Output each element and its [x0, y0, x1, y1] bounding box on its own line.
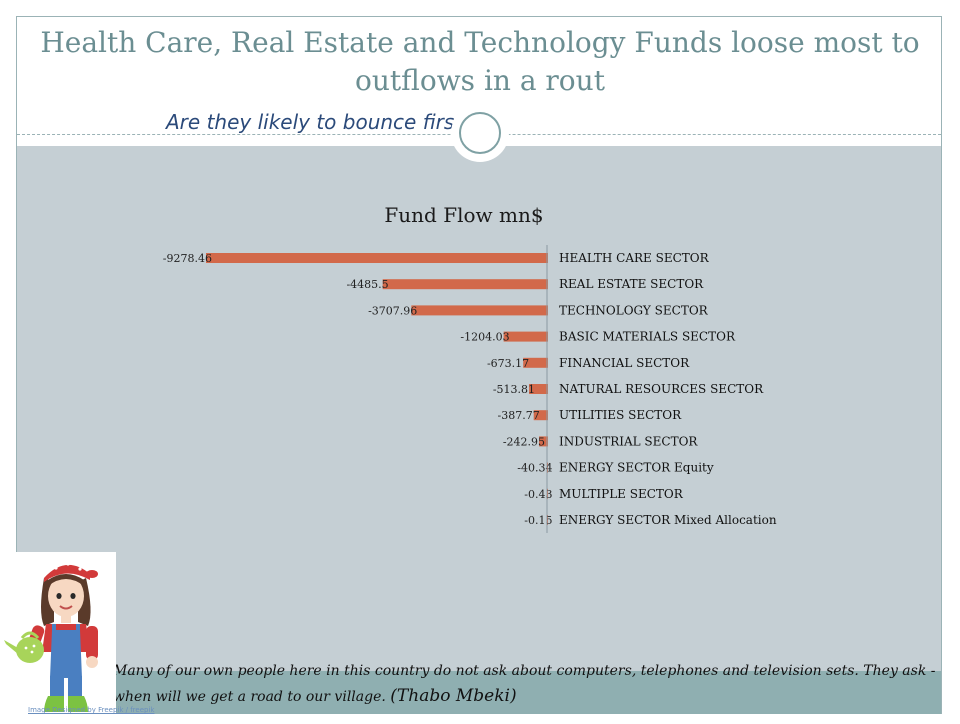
chart-bars: -9278.46 HEALTH CARE SECTOR -4485.5 REAL ES…: [163, 251, 777, 527]
bar-0: [206, 253, 548, 263]
data-label-1: -4485.5: [346, 278, 388, 291]
data-label-10: -0.15: [524, 514, 552, 527]
bar-6: [533, 410, 548, 421]
chart-title: Fund Flow mn$: [384, 203, 543, 227]
bar-5: [529, 384, 548, 394]
category-label-1: REAL ESTATE SECTOR: [559, 277, 704, 291]
quote: Many of our own people here in this coun…: [113, 659, 943, 710]
data-label-0: -9278.46: [163, 252, 212, 265]
decorative-ring: [459, 112, 501, 154]
gardener-illustration: [4, 562, 98, 712]
category-label-7: INDUSTRIAL SECTOR: [559, 434, 698, 448]
category-label-10: ENERGY SECTOR Mixed Allocation: [559, 513, 777, 527]
bar-4: [523, 357, 548, 368]
bar-3: [503, 331, 548, 342]
category-label-4: FINANCIAL SECTOR: [559, 356, 690, 370]
data-label-5: -513.81: [493, 383, 535, 396]
data-label-6: -387.77: [497, 409, 539, 422]
slide-title: Health Care, Real Estate and Technology …: [40, 26, 920, 97]
image-credit-link[interactable]: Image Designed by Freepik / freepik: [28, 706, 155, 714]
category-label-5: NATURAL RESOURCES SECTOR: [559, 382, 764, 396]
bar-2: [411, 305, 548, 316]
slide-subtitle: Are they likely to bounce first?: [166, 110, 473, 134]
category-label-3: BASIC MATERIALS SECTOR: [559, 330, 736, 344]
bar-1: [382, 279, 548, 290]
decorative-circle-icon: [451, 104, 509, 162]
category-label-9: MULTIPLE SECTOR: [559, 487, 684, 501]
data-label-2: -3707.96: [368, 304, 417, 317]
content-panel: [17, 146, 941, 714]
data-label-4: -673.17: [487, 357, 529, 370]
category-label-8: ENERGY SECTOR Equity: [559, 461, 714, 475]
bar-7: [539, 436, 548, 447]
category-label-6: UTILITIES SECTOR: [559, 408, 682, 422]
quote-author: (Thabo Mbeki): [390, 686, 517, 706]
category-label-0: HEALTH CARE SECTOR: [559, 251, 710, 265]
gardener-girl-with-watering-can-icon: [0, 552, 116, 720]
quote-band: [115, 671, 941, 714]
category-label-2: TECHNOLOGY SECTOR: [559, 303, 709, 317]
quote-text: Many of our own people here in this coun…: [113, 663, 936, 705]
data-label-7: -242.95: [503, 435, 545, 448]
data-label-3: -1204.03: [460, 331, 509, 344]
data-label-9: -0.43: [524, 488, 552, 501]
data-label-8: -40.34: [517, 462, 552, 475]
